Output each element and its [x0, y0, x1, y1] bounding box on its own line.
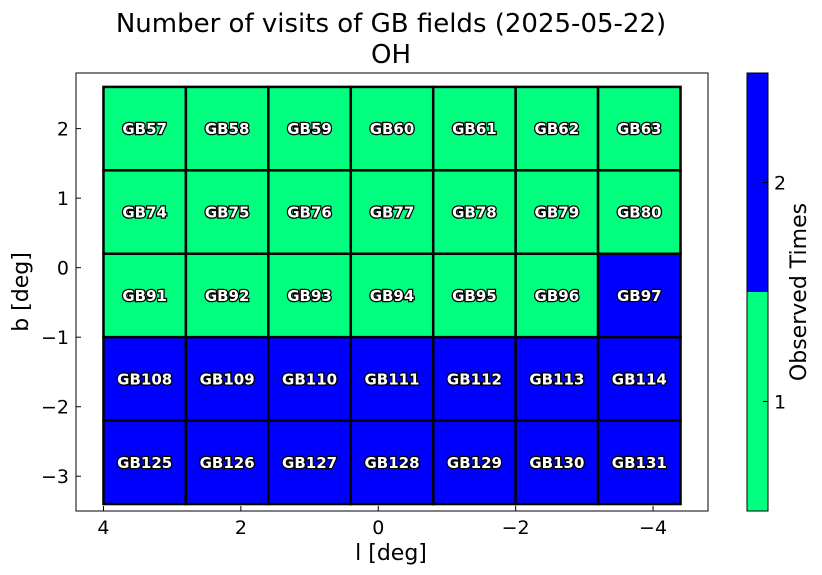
y-tick-label: −1	[41, 327, 69, 349]
field-cell-gb113	[514, 335, 600, 422]
field-label-gb126: GB126	[200, 454, 255, 472]
field-label-gb97: GB97	[617, 287, 662, 305]
x-axis-label: l [deg]	[355, 541, 427, 566]
y-tick-label: −2	[41, 397, 69, 419]
field-label-gb95: GB95	[452, 287, 497, 305]
field-cell-gb126	[184, 419, 270, 506]
x-tick-label: 4	[97, 517, 109, 539]
y-tick-label: 0	[57, 258, 69, 280]
field-label-gb80: GB80	[617, 204, 662, 222]
y-tick-label: 1	[57, 188, 69, 210]
field-cell-gb127	[267, 419, 353, 506]
field-label-gb63: GB63	[617, 120, 662, 138]
field-label-gb78: GB78	[452, 204, 497, 222]
field-label-gb131: GB131	[612, 454, 667, 472]
field-cell-gb74	[102, 169, 188, 256]
field-label-gb114: GB114	[612, 370, 667, 388]
field-label-gb57: GB57	[122, 120, 167, 138]
y-axis-ticks: 2 1 0 −1 −2 −3	[41, 119, 81, 488]
field-cell-gb80	[596, 169, 682, 256]
x-tick-label: −4	[639, 517, 667, 539]
field-label-gb129: GB129	[447, 454, 502, 472]
field-label-gb108: GB108	[117, 370, 172, 388]
field-cell-gb109	[184, 335, 270, 422]
field-cell-gb75	[184, 169, 270, 256]
x-tick-label: 0	[372, 517, 384, 539]
field-label-gb59: GB59	[287, 120, 332, 138]
field-label-gb75: GB75	[205, 204, 250, 222]
field-cell-gb92	[184, 252, 270, 339]
colorbar: 12	[746, 72, 786, 512]
plot-area-frame	[75, 72, 709, 512]
field-cell-gb93	[267, 252, 353, 339]
y-axis-label: b [deg]	[9, 252, 34, 332]
x-axis-ticks: 4 2 0 −2 −4	[97, 506, 667, 539]
field-label-gb92: GB92	[205, 287, 250, 305]
field-label-gb58: GB58	[205, 120, 250, 138]
field-label-gb91: GB91	[122, 287, 167, 305]
field-label-gb110: GB110	[282, 370, 337, 388]
colorbar-segment-1	[747, 292, 768, 511]
field-cell-gb128	[349, 419, 435, 506]
field-label-gb112: GB112	[447, 370, 502, 388]
field-label-gb113: GB113	[529, 370, 584, 388]
field-label-gb94: GB94	[370, 287, 415, 305]
y-tick-label: 2	[57, 119, 69, 141]
field-label-gb76: GB76	[287, 204, 332, 222]
field-cell-gb96	[514, 252, 600, 339]
field-cell-gb131	[596, 419, 682, 506]
field-cell-gb91	[102, 252, 188, 339]
y-tick-label: −3	[41, 466, 69, 488]
field-label-gb128: GB128	[364, 454, 419, 472]
field-label-gb96: GB96	[535, 287, 580, 305]
field-cell-gb60	[349, 85, 435, 172]
chart-subtitle: OH	[371, 40, 411, 70]
field-label-gb61: GB61	[452, 120, 497, 138]
field-label-gb125: GB125	[117, 454, 172, 472]
x-tick-label: −2	[502, 517, 530, 539]
x-tick-label: 2	[235, 517, 247, 539]
colorbar-tick-label: 1	[774, 392, 786, 414]
field-label-gb77: GB77	[370, 204, 415, 222]
field-cell-gb125	[102, 419, 188, 506]
field-label-gb74: GB74	[122, 204, 167, 222]
field-label-gb109: GB109	[200, 370, 255, 388]
field-label-gb60: GB60	[370, 120, 415, 138]
heatmap-cells: GB57 GB58 GB59 GB60 GB61 GB62 GB63 GB74 GB75 GB76…	[102, 85, 682, 506]
colorbar-label: Observed Times	[787, 203, 812, 381]
colorbar-segment-2	[747, 73, 768, 292]
field-label-gb130: GB130	[529, 454, 584, 472]
field-cell-gb63	[596, 85, 682, 172]
field-label-gb62: GB62	[535, 120, 580, 138]
field-label-gb111: GB111	[364, 370, 419, 388]
field-label-gb93: GB93	[287, 287, 332, 305]
colorbar-tick-label: 2	[774, 173, 786, 195]
field-label-gb79: GB79	[535, 204, 580, 222]
field-cell-gb77	[349, 169, 435, 256]
chart-title: Number of visits of GB fields (2025-05-2…	[116, 9, 666, 39]
field-cell-gb62	[514, 85, 600, 172]
colorbar-frame	[746, 72, 769, 512]
field-cell-gb108	[102, 335, 188, 422]
field-cell-gb112	[431, 335, 517, 422]
field-label-gb127: GB127	[282, 454, 337, 472]
field-cell-gb78	[431, 169, 517, 256]
